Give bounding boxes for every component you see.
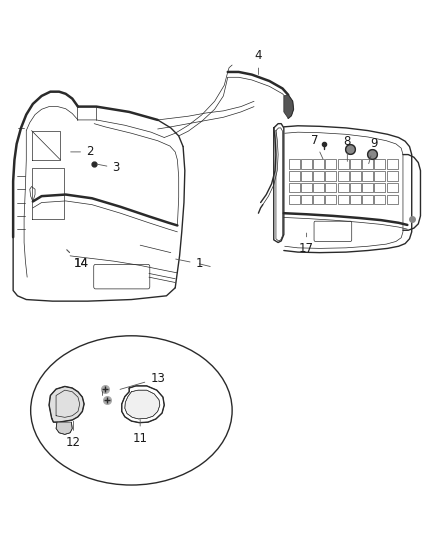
Bar: [313, 171, 324, 181]
Bar: [313, 159, 324, 169]
Bar: [313, 183, 324, 192]
Bar: [325, 195, 336, 204]
Bar: [325, 159, 336, 169]
Bar: [350, 183, 361, 192]
Bar: [362, 195, 373, 204]
Polygon shape: [284, 95, 293, 118]
Bar: [374, 171, 385, 181]
Ellipse shape: [31, 336, 232, 485]
Bar: [374, 195, 385, 204]
Text: 8: 8: [344, 135, 351, 161]
Bar: [338, 171, 349, 181]
Bar: [362, 171, 373, 181]
Bar: [289, 171, 300, 181]
Bar: [301, 171, 312, 181]
Bar: [362, 159, 373, 169]
Bar: [338, 159, 349, 169]
Polygon shape: [125, 390, 160, 419]
Text: 11: 11: [133, 419, 148, 445]
Bar: [350, 171, 361, 181]
Bar: [387, 195, 398, 204]
Bar: [301, 183, 312, 192]
Bar: [325, 171, 336, 181]
Text: 13: 13: [120, 372, 165, 390]
Bar: [338, 183, 349, 192]
Bar: [289, 159, 300, 169]
Bar: [338, 195, 349, 204]
Bar: [374, 183, 385, 192]
Bar: [387, 183, 398, 192]
Bar: [387, 171, 398, 181]
Text: 14: 14: [67, 250, 88, 270]
Text: 4: 4: [254, 50, 262, 75]
Polygon shape: [56, 422, 72, 434]
Bar: [374, 159, 385, 169]
Bar: [387, 159, 398, 169]
Text: 17: 17: [299, 233, 314, 255]
Text: 14: 14: [67, 250, 88, 270]
Bar: [362, 183, 373, 192]
Bar: [289, 195, 300, 204]
Bar: [301, 195, 312, 204]
Bar: [350, 195, 361, 204]
Bar: [289, 183, 300, 192]
Text: 2: 2: [71, 146, 94, 158]
Bar: [325, 183, 336, 192]
Text: 12: 12: [66, 421, 81, 449]
Bar: [301, 159, 312, 169]
Text: 7: 7: [311, 134, 323, 159]
Bar: [350, 159, 361, 169]
Text: 1: 1: [176, 257, 203, 270]
Polygon shape: [49, 386, 84, 422]
Text: 9: 9: [369, 138, 378, 164]
Text: 3: 3: [97, 161, 120, 174]
Bar: [313, 195, 324, 204]
Polygon shape: [122, 386, 164, 423]
